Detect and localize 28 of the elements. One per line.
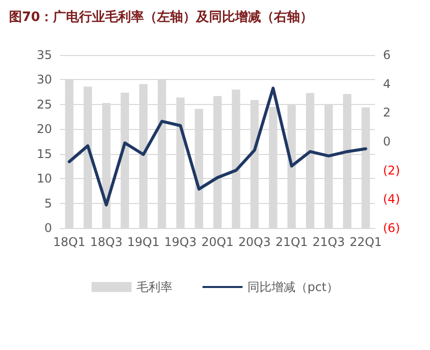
y-tick-label: 10: [36, 172, 52, 186]
y2-tick-label: (6): [383, 221, 400, 235]
x-tick-label: 19Q3: [164, 235, 197, 249]
x-tick-label: 18Q1: [53, 235, 86, 249]
y2-tick-label: 6: [383, 48, 391, 62]
legend-label: 同比增减（pct）: [248, 280, 338, 294]
y2-tick-label: 2: [383, 106, 391, 120]
y-tick-label: 35: [36, 48, 52, 62]
x-tick-label: 20Q1: [201, 235, 234, 249]
x-tick-label: 19Q1: [127, 235, 160, 249]
y-tick-label: 15: [36, 146, 52, 161]
y-tick-label: 30: [36, 72, 52, 87]
y-tick-label: 25: [36, 97, 52, 112]
legend-label: 毛利率: [136, 280, 173, 294]
y-tick-label: 0: [44, 221, 52, 235]
x-tick-label: 20Q3: [238, 235, 271, 249]
y2-tick-label: (2): [383, 163, 400, 178]
line-series: [68, 86, 368, 206]
y2-tick-label: (4): [383, 192, 400, 206]
x-tick-label: 21Q3: [312, 235, 345, 249]
y2-tick-label: 0: [383, 134, 391, 148]
x-tick-label: 22Q1: [350, 235, 382, 249]
x-tick-label: 21Q1: [275, 235, 308, 249]
y-tick-label: 5: [44, 196, 52, 210]
chart-title: 图70：广电行业毛利率（左轴）及同比增减（右轴）: [9, 9, 314, 25]
y-tick-label: 20: [36, 122, 52, 136]
x-tick-label: 18Q3: [90, 235, 123, 249]
y2-tick-label: 4: [383, 76, 391, 91]
